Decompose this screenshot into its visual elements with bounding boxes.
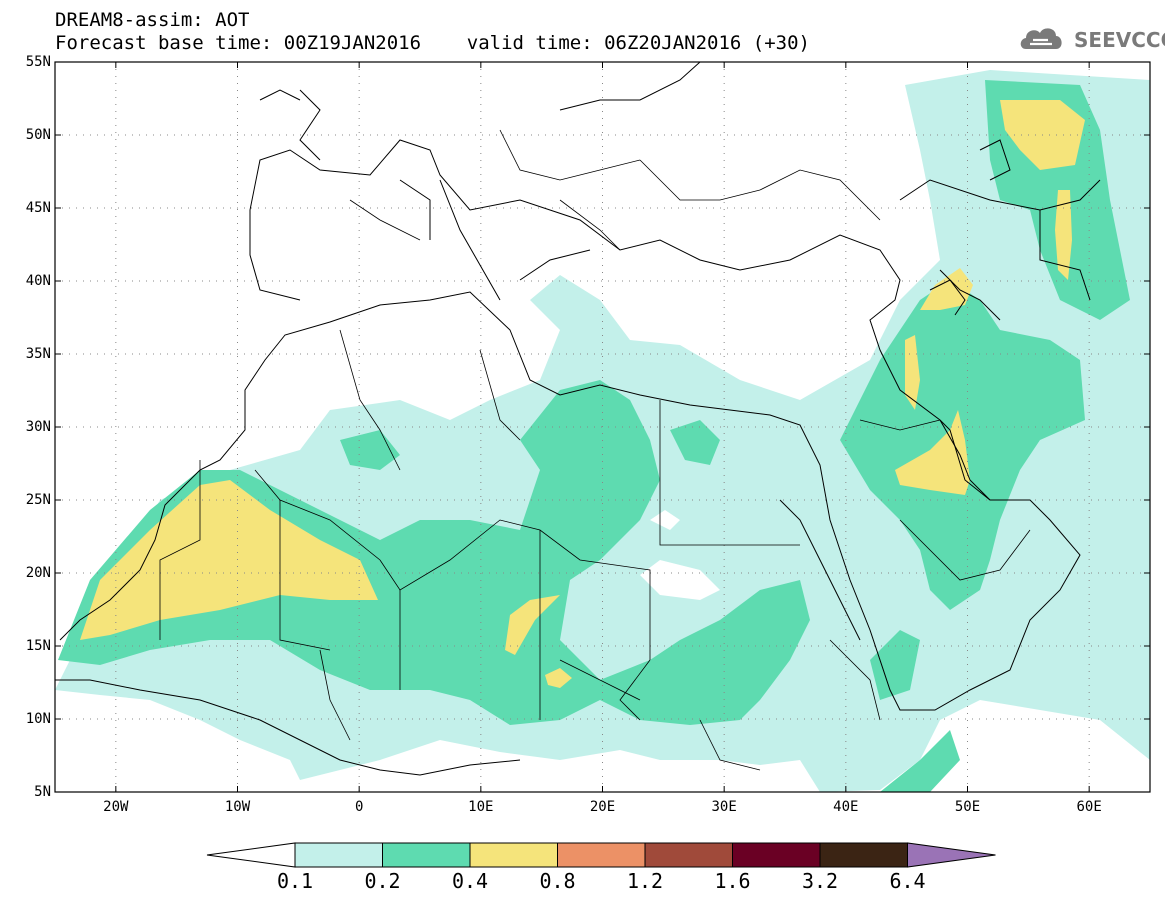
graticule [55, 62, 1150, 792]
colorbar-box [469, 842, 558, 868]
colorbar-label: 0.1 [276, 869, 314, 893]
lat-label: 30N [25, 419, 51, 435]
lat-label: 35N [25, 346, 51, 362]
colorbar-box [294, 842, 383, 868]
lat-label: 40N [25, 273, 51, 289]
colorbar-box [644, 842, 733, 868]
forecast-times: Forecast base time: 00Z19JAN2016 valid t… [55, 32, 810, 54]
lat-label: 55N [25, 54, 51, 70]
coastlines [55, 62, 1101, 776]
axis-ticks [55, 61, 1150, 793]
lon-label: 20E [589, 799, 616, 815]
colorbar-label: 3.2 [801, 869, 839, 893]
lat-label: 20N [25, 565, 51, 581]
colorbar-label: 1.6 [714, 869, 751, 893]
cloud-icon [1020, 28, 1062, 49]
colorbar-label: 0.4 [451, 869, 489, 893]
colorbar-label: 0.8 [539, 869, 576, 893]
lat-label: 45N [25, 200, 51, 216]
colorbar-under-triangle [206, 842, 296, 868]
logo-text: SEEVCCC [1074, 28, 1165, 52]
lat-label: 50N [25, 127, 51, 143]
lat-label: 15N [25, 638, 51, 654]
lon-label: 50E [954, 799, 981, 815]
lat-label: 10N [25, 711, 51, 727]
lon-label: 10W [224, 799, 251, 815]
lon-label: 20W [103, 799, 129, 815]
colorbar-box [382, 842, 471, 868]
colorbar-label: 6.4 [889, 869, 926, 893]
colorbar [206, 842, 996, 868]
country-borders [159, 129, 1031, 771]
colorbar-over-triangle [907, 842, 996, 868]
colorbar-box [819, 842, 908, 868]
lat-label: 5N [34, 784, 51, 800]
aot-field [55, 62, 1150, 792]
colorbar-label: 0.2 [364, 869, 401, 893]
lon-label: 10E [468, 799, 494, 815]
lon-label: 40E [833, 799, 859, 815]
lat-label: 25N [25, 492, 51, 508]
colorbar-label: 1.2 [626, 869, 664, 893]
colorbar-box [732, 842, 821, 868]
map-title: DREAM8-assim: AOT [55, 9, 250, 31]
lon-label: 60E [1076, 799, 1102, 815]
lon-label: 30E [711, 799, 737, 815]
colorbar-box [557, 842, 646, 868]
lon-label: 0 [354, 799, 364, 815]
